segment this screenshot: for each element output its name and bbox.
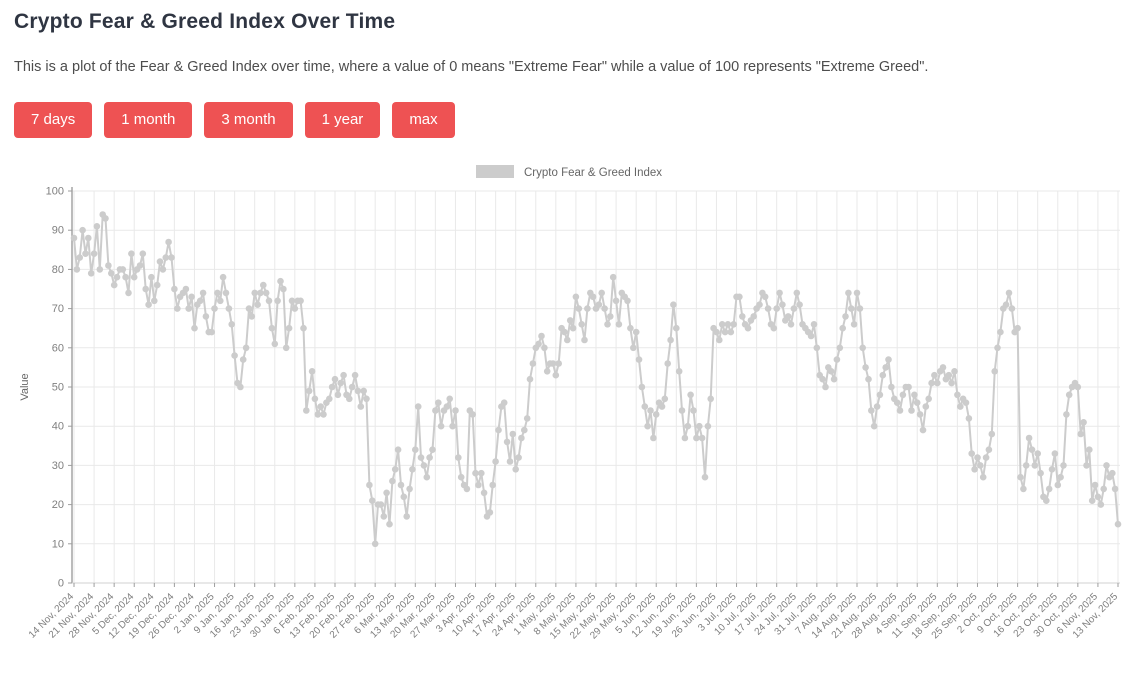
- svg-text:80: 80: [52, 264, 64, 276]
- svg-text:50: 50: [52, 382, 64, 394]
- svg-text:20: 20: [52, 499, 64, 511]
- chart-legend: Crypto Fear & Greed Index: [476, 165, 662, 179]
- range-button-7-days[interactable]: 7 days: [14, 102, 93, 138]
- svg-text:100: 100: [46, 186, 64, 198]
- series-points: [70, 211, 1122, 548]
- svg-text:90: 90: [52, 225, 64, 237]
- svg-text:70: 70: [52, 303, 64, 315]
- page-description: This is a plot of the Fear & Greed Index…: [14, 59, 929, 75]
- svg-text:0: 0: [58, 578, 64, 590]
- chart-grid: [72, 190, 1120, 584]
- legend-label: Crypto Fear & Greed Index: [524, 167, 662, 179]
- range-button-max[interactable]: max: [392, 102, 455, 138]
- page-title: Crypto Fear & Greed Index Over Time: [14, 10, 396, 33]
- range-button-1-month[interactable]: 1 month: [104, 102, 193, 138]
- chart-container: 0 10 20 30 40 50 60 70 80 90 100 14 Nov, 2024 21 Nov…: [14, 156, 1136, 676]
- svg-text:40: 40: [52, 421, 64, 433]
- svg-text:30: 30: [52, 460, 64, 472]
- range-button-1-year[interactable]: 1 year: [304, 102, 381, 138]
- svg-text:60: 60: [52, 342, 64, 354]
- y-axis-label: Value: [19, 373, 31, 400]
- range-button-3-month[interactable]: 3 month: [204, 102, 293, 138]
- svg-text:10: 10: [52, 538, 64, 550]
- legend-swatch: [476, 165, 514, 178]
- range-button-row: 7 days 1 month 3 month 1 year max: [14, 102, 1136, 138]
- y-axis-ticks: 0 10 20 30 40 50 60 70 80 90 100: [46, 186, 72, 590]
